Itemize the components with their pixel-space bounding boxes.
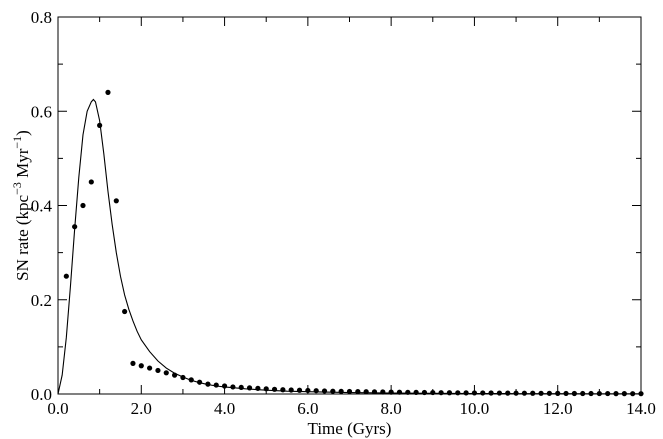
- data-point: [388, 389, 394, 395]
- data-point: [72, 224, 78, 230]
- data-point: [438, 390, 444, 396]
- data-point: [521, 390, 528, 396]
- x-tick-label: 2.0: [131, 399, 152, 418]
- data-point: [88, 179, 94, 185]
- data-point: [421, 389, 428, 396]
- data-point: [505, 390, 511, 396]
- data-point: [571, 390, 577, 397]
- points-layer: [63, 89, 644, 397]
- data-point: [413, 389, 419, 395]
- data-point: [230, 384, 236, 390]
- axis-tick-labels: 0.0 2.0 4.0 6.0 8.0 10.0 12.0 14.0 0.0 0.2 0.4 0.6 0…: [31, 8, 656, 418]
- data-point: [355, 388, 361, 395]
- data-point: [588, 390, 594, 397]
- data-point: [563, 390, 569, 397]
- data-point: [488, 390, 494, 396]
- data-point: [446, 390, 453, 396]
- data-point: [147, 365, 153, 371]
- data-point: [546, 390, 552, 396]
- data-point: [496, 390, 503, 396]
- data-point: [122, 308, 128, 315]
- x-tick-label: 14.0: [626, 399, 656, 418]
- data-point: [538, 390, 544, 396]
- data-point: [330, 388, 336, 394]
- y-axis-title-suffix: ): [13, 130, 32, 136]
- data-point: [221, 383, 228, 389]
- data-point: [305, 387, 311, 394]
- y-axis-title-prefix: SN rate (kpc: [13, 194, 32, 280]
- data-point: [346, 388, 353, 395]
- data-point: [621, 391, 627, 397]
- x-tick-label: 8.0: [381, 399, 402, 418]
- x-tick-label: 12.0: [543, 399, 573, 418]
- data-point: [471, 390, 478, 396]
- data-point: [288, 387, 294, 393]
- x-tick-label: 10.0: [460, 399, 490, 418]
- data-point: [263, 386, 269, 392]
- data-point: [296, 387, 303, 393]
- data-point: [405, 389, 411, 395]
- y-tick-label: 0.8: [31, 8, 52, 27]
- data-point: [313, 388, 319, 394]
- data-point: [396, 389, 403, 395]
- data-point: [371, 389, 378, 395]
- data-point: [338, 388, 344, 394]
- data-point: [380, 389, 386, 395]
- data-point: [196, 379, 203, 385]
- x-tick-label: 6.0: [297, 399, 318, 418]
- data-point: [130, 360, 136, 366]
- data-point: [80, 202, 86, 209]
- data-point: [480, 390, 486, 396]
- data-point: [255, 385, 261, 391]
- data-point: [580, 390, 586, 397]
- axis-ticks: [57, 16, 642, 395]
- data-point: [630, 391, 636, 397]
- data-point: [363, 389, 369, 395]
- data-point: [513, 390, 519, 396]
- data-point: [205, 381, 211, 387]
- data-point: [155, 367, 161, 374]
- data-point: [97, 122, 103, 128]
- y-tick-label: 0.6: [31, 102, 52, 121]
- plot-frame: [57, 16, 642, 395]
- x-axis-title: Time (Gyrs): [308, 419, 392, 438]
- data-point: [530, 390, 536, 396]
- data-point: [172, 372, 178, 378]
- data-point: [246, 385, 253, 391]
- data-point: [213, 382, 219, 388]
- data-point: [463, 390, 469, 396]
- y-tick-label: 0.2: [31, 291, 52, 310]
- model-curve: [57, 98, 642, 395]
- data-point: [605, 390, 611, 397]
- data-point: [271, 386, 278, 392]
- data-point: [280, 387, 286, 393]
- y-axis-title-exp2: −1: [10, 136, 24, 149]
- data-point: [430, 389, 436, 396]
- x-tick-label: 4.0: [214, 399, 235, 418]
- data-point: [105, 89, 111, 95]
- data-point: [163, 370, 169, 376]
- data-point: [321, 388, 328, 394]
- data-point: [596, 390, 602, 397]
- data-point: [138, 363, 144, 369]
- data-point: [638, 391, 644, 397]
- y-tick-label: 0.4: [31, 197, 53, 216]
- y-axis-title-middle: Myr: [13, 148, 32, 182]
- data-point: [238, 384, 244, 391]
- y-axis-title: SN rate (kpc−3 Myr−1): [10, 130, 32, 281]
- y-tick-label: 0.0: [31, 385, 52, 404]
- data-point: [555, 390, 561, 396]
- y-axis-title-exp1: −3: [10, 182, 24, 195]
- curve-layer: [57, 98, 642, 395]
- data-point: [180, 374, 186, 381]
- data-point: [113, 198, 119, 204]
- data-point: [613, 391, 619, 397]
- data-point: [455, 390, 461, 396]
- x-tick-label: 0.0: [47, 399, 68, 418]
- data-point: [63, 273, 69, 279]
- data-point: [188, 377, 194, 383]
